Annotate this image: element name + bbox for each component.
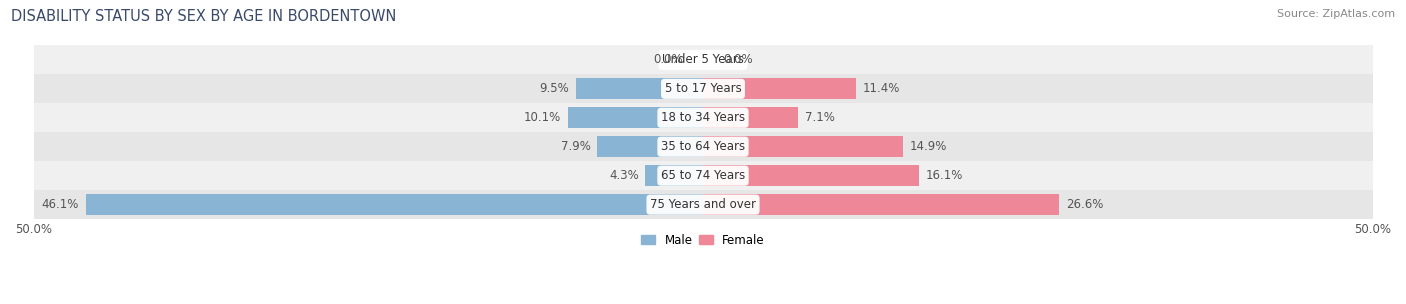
Bar <box>568 107 703 128</box>
Text: 16.1%: 16.1% <box>925 169 963 182</box>
Bar <box>34 132 1372 161</box>
Text: 4.3%: 4.3% <box>609 169 638 182</box>
Text: 9.5%: 9.5% <box>540 82 569 95</box>
Bar <box>703 136 903 157</box>
Bar <box>703 107 799 128</box>
Text: 35 to 64 Years: 35 to 64 Years <box>661 140 745 153</box>
Text: 7.9%: 7.9% <box>561 140 591 153</box>
Text: 0.0%: 0.0% <box>654 54 683 66</box>
Text: DISABILITY STATUS BY SEX BY AGE IN BORDENTOWN: DISABILITY STATUS BY SEX BY AGE IN BORDE… <box>11 9 396 24</box>
Bar <box>34 190 1372 219</box>
Bar <box>34 103 1372 132</box>
Text: 26.6%: 26.6% <box>1066 198 1104 211</box>
Text: 10.1%: 10.1% <box>524 111 561 124</box>
Text: Under 5 Years: Under 5 Years <box>662 54 744 66</box>
Bar <box>576 78 703 99</box>
Bar <box>703 78 856 99</box>
Text: 5 to 17 Years: 5 to 17 Years <box>665 82 741 95</box>
Bar <box>34 74 1372 103</box>
Bar <box>645 165 703 186</box>
Bar <box>34 45 1372 74</box>
Bar <box>703 194 1059 215</box>
Text: 0.0%: 0.0% <box>723 54 752 66</box>
Text: 65 to 74 Years: 65 to 74 Years <box>661 169 745 182</box>
Text: 75 Years and over: 75 Years and over <box>650 198 756 211</box>
Bar <box>703 165 918 186</box>
Bar <box>34 161 1372 190</box>
Text: 18 to 34 Years: 18 to 34 Years <box>661 111 745 124</box>
Legend: Male, Female: Male, Female <box>637 229 769 251</box>
Text: 11.4%: 11.4% <box>862 82 900 95</box>
Text: Source: ZipAtlas.com: Source: ZipAtlas.com <box>1277 9 1395 19</box>
Text: 14.9%: 14.9% <box>910 140 946 153</box>
Bar <box>598 136 703 157</box>
Text: 7.1%: 7.1% <box>804 111 835 124</box>
Bar <box>86 194 703 215</box>
Text: 46.1%: 46.1% <box>42 198 79 211</box>
